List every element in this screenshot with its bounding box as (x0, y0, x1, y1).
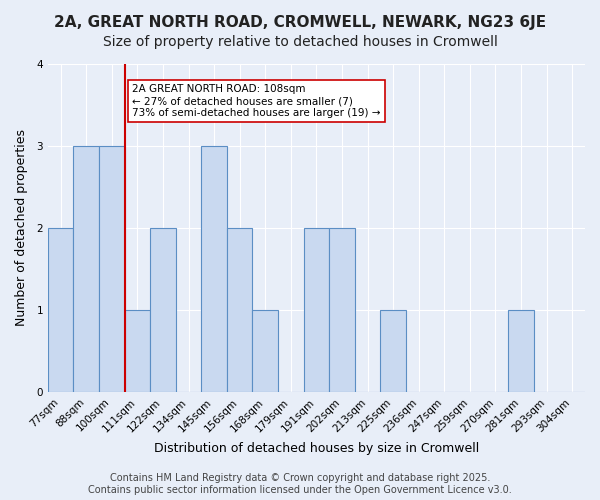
Bar (253, 310, 278, 392)
Text: Size of property relative to detached houses in Cromwell: Size of property relative to detached ho… (103, 35, 497, 49)
Bar (304, 228, 329, 392)
Text: 2A GREAT NORTH ROAD: 108sqm
← 27% of detached houses are smaller (7)
73% of semi: 2A GREAT NORTH ROAD: 108sqm ← 27% of det… (132, 84, 381, 117)
Bar (150, 228, 176, 392)
X-axis label: Distribution of detached houses by size in Cromwell: Distribution of detached houses by size … (154, 442, 479, 455)
Bar (227, 228, 253, 392)
Bar (201, 146, 227, 392)
Text: Contains HM Land Registry data © Crown copyright and database right 2025.
Contai: Contains HM Land Registry data © Crown c… (88, 474, 512, 495)
Bar (99, 146, 125, 392)
Bar (329, 228, 355, 392)
Bar (508, 310, 534, 392)
Bar (73, 146, 99, 392)
Text: 2A, GREAT NORTH ROAD, CROMWELL, NEWARK, NG23 6JE: 2A, GREAT NORTH ROAD, CROMWELL, NEWARK, … (54, 15, 546, 30)
Bar (380, 310, 406, 392)
Bar (48, 228, 73, 392)
Bar (125, 310, 150, 392)
Y-axis label: Number of detached properties: Number of detached properties (15, 130, 28, 326)
